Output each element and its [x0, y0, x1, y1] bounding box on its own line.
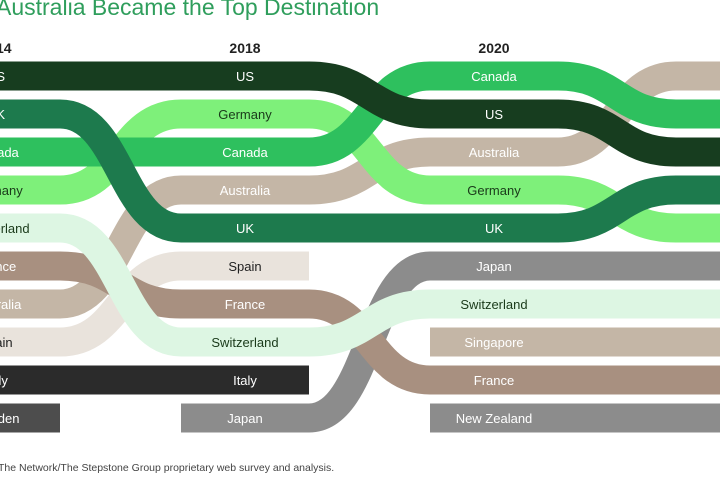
connector-band	[557, 175, 677, 243]
rank-label: UK	[0, 107, 5, 122]
rank-label: Germany	[218, 107, 272, 122]
rank-box	[430, 61, 558, 91]
rank-box	[676, 175, 720, 205]
rank-box	[676, 99, 720, 129]
series-band	[0, 213, 720, 357]
connector-band	[307, 61, 432, 167]
rank-label: France	[474, 373, 514, 388]
rank-label: Italy	[0, 373, 8, 388]
rank-label: Canada	[222, 145, 268, 160]
rank-box	[430, 99, 558, 129]
rank-box	[181, 365, 309, 395]
rank-label: UK	[485, 221, 503, 236]
series-band	[430, 327, 720, 357]
rank-box	[676, 289, 720, 319]
rank-box	[676, 327, 720, 357]
rank-box	[676, 251, 720, 281]
rank-box	[676, 213, 720, 243]
rank-box	[181, 213, 309, 243]
connector-band	[557, 61, 677, 129]
rank-label: Spain	[228, 259, 261, 274]
rank-box	[181, 99, 309, 129]
rank-box	[430, 403, 558, 433]
rank-label: Australia	[220, 183, 271, 198]
rank-label: Singapore	[464, 335, 523, 350]
connector-band	[58, 175, 183, 319]
rank-label: Germany	[467, 183, 521, 198]
connector-band	[556, 61, 678, 167]
rank-box	[0, 99, 60, 129]
connector-band	[58, 99, 183, 243]
rank-box	[676, 61, 720, 91]
rank-label: New Zealand	[456, 411, 533, 426]
rank-label: Canada	[471, 69, 517, 84]
rank-box	[0, 403, 60, 433]
series-band	[0, 365, 309, 395]
rank-label: Switzerland	[0, 221, 30, 236]
year-header: 2018	[229, 40, 260, 56]
connector-band	[307, 99, 432, 205]
rank-box	[0, 213, 60, 243]
rank-box	[0, 289, 60, 319]
rank-box	[430, 213, 558, 243]
rank-label: France	[225, 297, 265, 312]
rank-label: US	[0, 69, 5, 84]
series-band	[0, 403, 60, 433]
connector-band	[308, 61, 431, 129]
rank-box	[430, 175, 558, 205]
series-band	[0, 61, 720, 167]
rank-box	[430, 327, 558, 357]
series-band	[430, 403, 720, 433]
rank-box	[181, 327, 309, 357]
series-band	[0, 61, 720, 167]
year-header: 2014	[0, 40, 12, 56]
rank-label: Italy	[233, 373, 257, 388]
rank-label: Sweden	[0, 411, 19, 426]
rank-box	[0, 365, 60, 395]
connector-band	[58, 213, 183, 357]
rank-box	[181, 137, 309, 167]
connector-band	[308, 289, 431, 357]
series-band	[0, 99, 720, 243]
rank-label: Australia	[0, 297, 22, 312]
rank-label: Australia	[469, 145, 520, 160]
rank-label: US	[485, 107, 503, 122]
rank-box	[181, 403, 309, 433]
rank-box	[181, 175, 309, 205]
rank-box	[430, 365, 558, 395]
chart-title: Australia Became the Top Destination	[0, 0, 380, 20]
rank-box	[676, 365, 720, 395]
rank-box	[181, 251, 309, 281]
rank-box	[0, 61, 60, 91]
rank-label: Switzerland	[211, 335, 278, 350]
connector-band	[557, 99, 677, 167]
rank-label: Switzerland	[460, 297, 527, 312]
rank-box	[676, 403, 720, 433]
rank-label: UK	[236, 221, 254, 236]
connector-band	[307, 289, 432, 395]
rank-box	[181, 289, 309, 319]
rank-box	[0, 137, 60, 167]
year-header: 2020	[478, 40, 509, 56]
source-note: The Network/The Stepstone Group propriet…	[0, 462, 335, 474]
rank-box	[181, 61, 309, 91]
rank-label: US	[236, 69, 254, 84]
rank-label: Japan	[476, 259, 511, 274]
rank-label: Spain	[0, 335, 13, 350]
rank-label: France	[0, 259, 16, 274]
rank-box	[0, 251, 60, 281]
rank-box	[430, 137, 558, 167]
rank-box	[0, 175, 60, 205]
rank-box	[676, 137, 720, 167]
rank-box	[430, 251, 558, 281]
rank-label: Germany	[0, 183, 23, 198]
rank-label: Japan	[227, 411, 262, 426]
rank-label: Canada	[0, 145, 20, 160]
rank-box	[0, 327, 60, 357]
rank-box	[430, 289, 558, 319]
